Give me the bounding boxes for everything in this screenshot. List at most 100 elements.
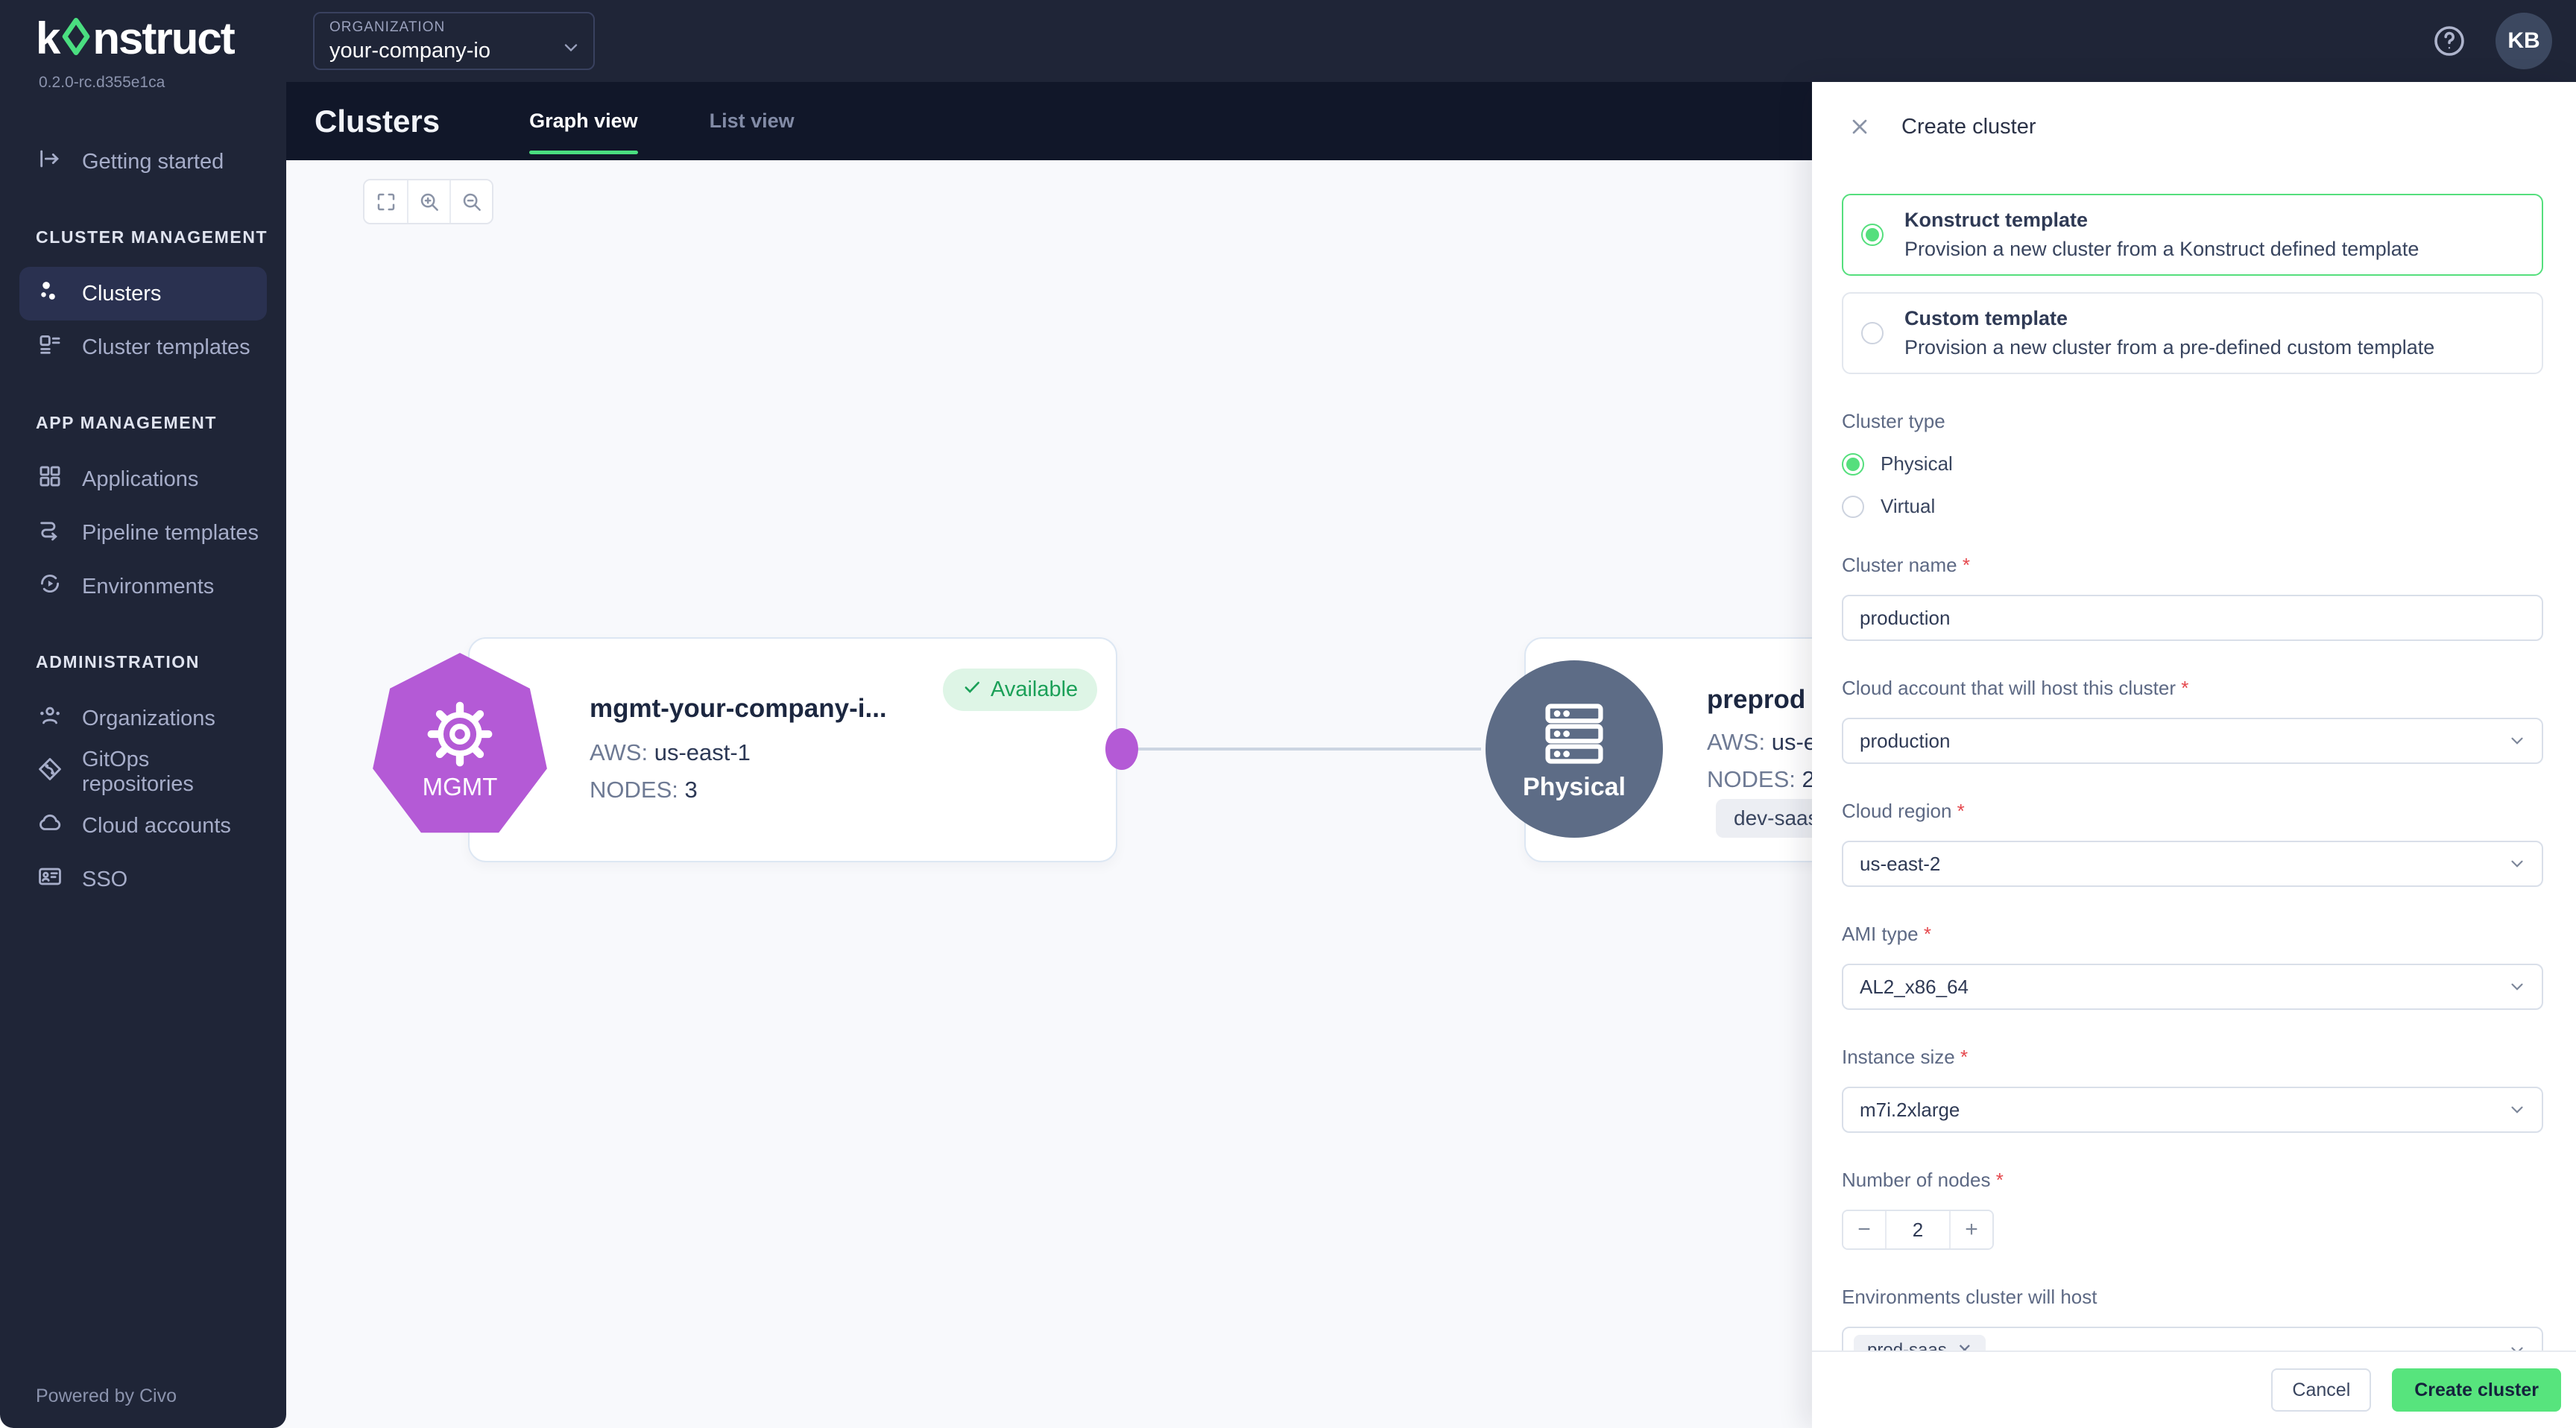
cluster-type-physical[interactable]: Physical: [1842, 452, 2543, 476]
ami-type-select[interactable]: AL2_x86_64: [1842, 964, 2543, 1010]
radio-label: Virtual: [1881, 495, 1936, 517]
nodes-label: NODES:: [590, 777, 678, 803]
nodes-value: 3: [684, 777, 698, 803]
cluster-title: preprod: [1707, 685, 1806, 714]
template-option-custom[interactable]: Custom template Provision a new cluster …: [1842, 292, 2543, 374]
node-count-label: Number of nodes *: [1842, 1169, 2543, 1192]
sidebar-nav: Getting started CLUSTER MANAGEMENT Clust…: [0, 135, 286, 1428]
physical-badge-label: Physical: [1523, 772, 1626, 801]
sidebar-item-environments[interactable]: Environments: [19, 560, 267, 613]
sidebar-item-label: Pipeline templates: [82, 520, 259, 545]
sidebar-item-label: Organizations: [82, 706, 215, 730]
radio-unselected-icon[interactable]: [1842, 495, 1864, 518]
sidebar-section-cluster-management: CLUSTER MANAGEMENT: [36, 227, 268, 247]
node-count-value: 2: [1885, 1211, 1951, 1248]
cloud-region-label: Cloud region *: [1842, 800, 2543, 823]
sidebar-item-label: Clusters: [82, 281, 162, 306]
panel-body: Konstruct template Provision a new clust…: [1812, 171, 2576, 1350]
close-icon[interactable]: [1848, 115, 1872, 139]
topbar-actions: KB: [2431, 13, 2576, 69]
sidebar-item-applications[interactable]: Applications: [19, 452, 267, 506]
help-icon[interactable]: [2431, 23, 2467, 59]
graph-controls: [363, 179, 493, 224]
cluster-aws-row: AWS: us-e: [1707, 729, 1816, 756]
cloud-account-select[interactable]: production: [1842, 718, 2543, 764]
sidebar-item-cloud-accounts[interactable]: Cloud accounts: [19, 799, 267, 853]
page-title: Clusters: [315, 103, 441, 139]
select-value: AL2_x86_64: [1860, 975, 1969, 998]
view-tabs: Graph view List view: [529, 82, 795, 160]
template-option-konstruct[interactable]: Konstruct template Provision a new clust…: [1842, 194, 2543, 276]
organization-selector[interactable]: ORGANIZATION your-company-io: [313, 12, 595, 70]
panel-title: Create cluster: [1901, 114, 2036, 139]
sidebar-item-getting-started[interactable]: Getting started: [19, 135, 267, 189]
sidebar: k nstruct 0.2.0-rc.d355e1ca Getting star…: [0, 0, 286, 1428]
cluster-node-mgmt[interactable]: mgmt-your-company-i... AWS: us-east-1 NO…: [468, 637, 1117, 862]
pipeline-templates-icon: [37, 517, 63, 549]
label-text: Cloud account that will host this cluste…: [1842, 677, 2176, 699]
sidebar-item-label: Cloud accounts: [82, 813, 231, 838]
cluster-type-virtual[interactable]: Virtual: [1842, 495, 2543, 518]
status-badge: Available: [943, 669, 1098, 711]
template-description: Provision a new cluster from a pre-defin…: [1904, 336, 2435, 358]
environments-multiselect[interactable]: prod-saas ✕: [1842, 1327, 2543, 1350]
label-text: Cluster name: [1842, 554, 1957, 576]
cluster-nodes-row: NODES: 2: [1707, 766, 1815, 793]
chevron-down-icon: [2507, 731, 2527, 751]
sidebar-item-label: Getting started: [82, 149, 224, 174]
cluster-name-label: Cluster name *: [1842, 554, 2543, 577]
organizations-icon: [37, 703, 63, 734]
radio-selected-icon[interactable]: [1861, 224, 1884, 246]
app-logo: k nstruct: [36, 10, 286, 66]
radio-unselected-icon[interactable]: [1861, 322, 1884, 344]
fullscreen-button[interactable]: [364, 180, 407, 223]
mgmt-hexagon-badge: MGMT: [373, 653, 547, 833]
environment-chip: prod-saas ✕: [1854, 1335, 1986, 1350]
environments-icon: [37, 571, 63, 602]
select-value: production: [1860, 729, 1951, 752]
zoom-out-button[interactable]: [449, 180, 492, 223]
sidebar-item-gitops-repositories[interactable]: GitOps repositories: [19, 745, 267, 799]
nodes-label: NODES:: [1707, 766, 1796, 792]
organization-label: ORGANIZATION: [329, 19, 446, 35]
powered-by: Powered by Civo: [36, 1386, 177, 1406]
user-avatar[interactable]: KB: [2496, 13, 2552, 69]
sso-id-card-icon: [37, 864, 63, 895]
clusters-icon: [37, 278, 63, 309]
cluster-nodes-row: NODES: 3: [590, 777, 698, 803]
zoom-in-button[interactable]: [407, 180, 449, 223]
sidebar-item-clusters[interactable]: Clusters: [19, 267, 267, 320]
status-text: Available: [991, 677, 1079, 701]
edge-anchor-dot: [1105, 728, 1138, 770]
radio-selected-icon[interactable]: [1842, 452, 1864, 476]
cluster-name-input[interactable]: [1842, 595, 2543, 641]
node-count-stepper: − 2 +: [1842, 1210, 1994, 1250]
instance-size-select[interactable]: m7i.2xlarge: [1842, 1087, 2543, 1133]
template-title: Konstruct template: [1904, 209, 2089, 231]
servers-icon: [1545, 703, 1603, 764]
tab-list-view[interactable]: List view: [709, 110, 795, 132]
cluster-aws-row: AWS: us-east-1: [590, 739, 751, 766]
tab-graph-view[interactable]: Graph view: [529, 82, 638, 160]
chevron-down-icon: [2507, 854, 2527, 873]
decrement-button[interactable]: −: [1843, 1211, 1885, 1248]
create-cluster-button[interactable]: Create cluster: [2392, 1368, 2561, 1412]
gitops-icon: [37, 756, 63, 788]
cloud-region-select[interactable]: us-east-2: [1842, 841, 2543, 887]
sidebar-item-sso[interactable]: SSO: [19, 853, 267, 906]
template-title: Custom template: [1904, 307, 2068, 329]
sidebar-item-organizations[interactable]: Organizations: [19, 692, 267, 745]
organization-value: your-company-io: [329, 38, 490, 63]
applications-icon: [37, 464, 63, 495]
sidebar-item-cluster-templates[interactable]: Cluster templates: [19, 320, 267, 374]
cluster-title: mgmt-your-company-i...: [590, 694, 887, 723]
required-asterisk: *: [1960, 1046, 1969, 1068]
select-value: m7i.2xlarge: [1860, 1098, 1960, 1121]
cancel-button[interactable]: Cancel: [2271, 1368, 2372, 1412]
radio-label: Physical: [1881, 452, 1953, 475]
increment-button[interactable]: +: [1951, 1211, 1992, 1248]
sidebar-item-pipeline-templates[interactable]: Pipeline templates: [19, 506, 267, 560]
chip-remove-icon[interactable]: ✕: [1957, 1340, 1972, 1351]
panel-footer: Cancel Create cluster: [1812, 1350, 2576, 1428]
chevron-down-icon: [2507, 1100, 2527, 1119]
